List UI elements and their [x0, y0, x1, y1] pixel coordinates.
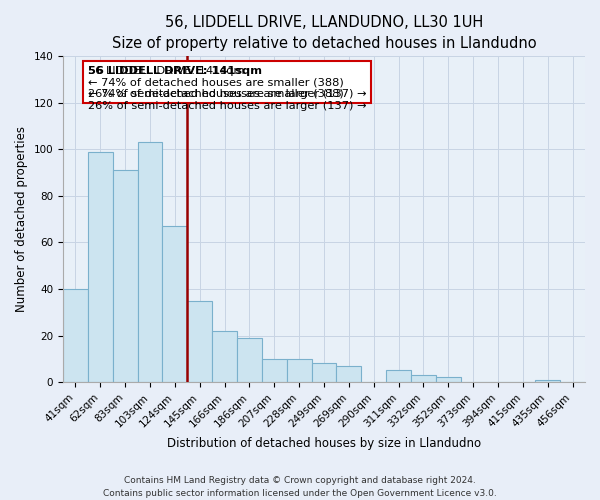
Text: 56 LIDDELL DRIVE: 141sqm: 56 LIDDELL DRIVE: 141sqm: [88, 66, 262, 76]
Bar: [137, 142, 163, 382]
Bar: [436, 378, 461, 382]
Text: ← 74% of detached houses are smaller (388)
26% of semi-detached houses are large: ← 74% of detached houses are smaller (38…: [88, 89, 367, 110]
Bar: [63, 289, 88, 382]
Title: 56, LIDDELL DRIVE, LLANDUDNO, LL30 1UH
Size of property relative to detached hou: 56, LIDDELL DRIVE, LLANDUDNO, LL30 1UH S…: [112, 15, 536, 51]
Bar: [386, 370, 411, 382]
Bar: [535, 380, 560, 382]
Bar: [88, 152, 113, 382]
Bar: [187, 300, 212, 382]
Bar: [163, 226, 187, 382]
Text: Contains HM Land Registry data © Crown copyright and database right 2024.
Contai: Contains HM Land Registry data © Crown c…: [103, 476, 497, 498]
Bar: [262, 359, 287, 382]
Bar: [212, 331, 237, 382]
Bar: [411, 375, 436, 382]
Bar: [287, 359, 311, 382]
Bar: [237, 338, 262, 382]
Text: 56 LIDDELL DRIVE: 141sqm
← 74% of detached houses are smaller (388)
26% of semi-: 56 LIDDELL DRIVE: 141sqm ← 74% of detach…: [88, 66, 367, 99]
Bar: [337, 366, 361, 382]
Bar: [113, 170, 137, 382]
Bar: [311, 364, 337, 382]
Y-axis label: Number of detached properties: Number of detached properties: [15, 126, 28, 312]
X-axis label: Distribution of detached houses by size in Llandudno: Distribution of detached houses by size …: [167, 437, 481, 450]
